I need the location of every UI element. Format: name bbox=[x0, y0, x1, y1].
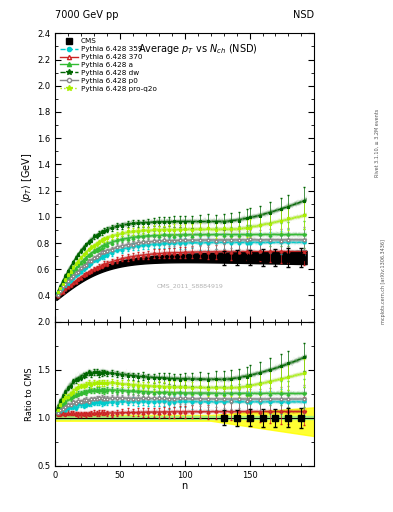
Text: CMS_2011_S8884919: CMS_2011_S8884919 bbox=[156, 283, 223, 289]
Legend: CMS, Pythia 6.428 359, Pythia 6.428 370, Pythia 6.428 a, Pythia 6.428 dw, Pythia: CMS, Pythia 6.428 359, Pythia 6.428 370,… bbox=[59, 37, 158, 93]
Text: Rivet 3.1.10, ≥ 3.2M events: Rivet 3.1.10, ≥ 3.2M events bbox=[375, 109, 380, 178]
X-axis label: n: n bbox=[182, 481, 188, 491]
Text: Average $p_T$ vs $N_{ch}$ (NSD): Average $p_T$ vs $N_{ch}$ (NSD) bbox=[138, 42, 258, 56]
Text: 7000 GeV pp: 7000 GeV pp bbox=[55, 10, 119, 20]
Text: NSD: NSD bbox=[293, 10, 314, 20]
Y-axis label: Ratio to CMS: Ratio to CMS bbox=[25, 367, 34, 421]
Y-axis label: $\langle p_T \rangle$ [GeV]: $\langle p_T \rangle$ [GeV] bbox=[20, 152, 34, 203]
Text: mcplots.cern.ch [arXiv:1306.3436]: mcplots.cern.ch [arXiv:1306.3436] bbox=[381, 239, 386, 324]
